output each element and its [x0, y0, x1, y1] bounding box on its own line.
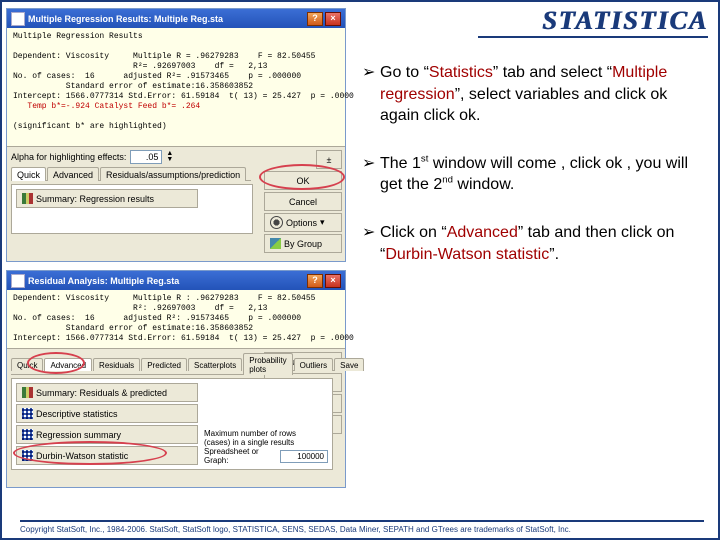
stats-output: Dependent: Viscosity Multiple R : .96279…	[7, 290, 345, 349]
bullet-text: Click on “Advanced” tab and then click o…	[380, 222, 708, 265]
tabs-row: Quick Advanced Residuals Predicted Scatt…	[11, 352, 331, 375]
tab-predicted[interactable]: Predicted	[141, 358, 187, 371]
alpha-label: Alpha for highlighting effects:	[11, 152, 126, 162]
stats-note: (significant b* are highlighted)	[13, 122, 167, 131]
copyright: Copyright StatSoft, Inc., 1984-2006. Sta…	[20, 520, 704, 534]
bullet-text: Go to “Statistics” tab and select “Multi…	[380, 62, 708, 127]
logo: STATISTICA	[542, 6, 708, 36]
bullet-2: ➢ The 1st window will come , click ok , …	[362, 153, 708, 196]
help-button[interactable]: ?	[307, 274, 323, 288]
grid-icon	[22, 450, 33, 461]
bullet-icon: ➢	[362, 222, 380, 265]
tabs-row: Quick Advanced Residuals/assumptions/pre…	[11, 166, 251, 181]
options-button[interactable]: Options ▾	[264, 213, 342, 232]
bullet-icon: ➢	[362, 62, 380, 127]
tab-quick[interactable]: Quick	[11, 358, 43, 371]
tab-residuals[interactable]: Residuals	[93, 358, 140, 371]
grid-icon	[22, 429, 33, 440]
help-button[interactable]: ?	[307, 12, 323, 26]
ok-button[interactable]: OK	[264, 171, 342, 190]
significant-line: Temp b*=-.924 Catalyst Feed b*= .264	[13, 102, 200, 111]
regression-summary-button[interactable]: Regression summary	[16, 425, 198, 444]
by-group-button[interactable]: By Group	[264, 234, 342, 253]
stats-icon	[22, 193, 33, 204]
close-button[interactable]: ×	[325, 12, 341, 26]
tab-content: Summary: Residuals & predicted Descripti…	[11, 378, 333, 470]
tab-advanced[interactable]: Advanced	[44, 358, 92, 371]
max-rows-input[interactable]: 100000	[280, 450, 328, 463]
max-rows-label: Spreadsheet or Graph:	[204, 447, 277, 465]
alpha-spinner[interactable]: ▲▼	[166, 151, 173, 163]
close-button[interactable]: ×	[325, 274, 341, 288]
tab-outliers[interactable]: Outliers	[294, 358, 334, 371]
tab-quick[interactable]: Quick	[11, 167, 46, 181]
slide: STATISTICA Multiple Regression Results: …	[0, 0, 720, 540]
tab-save[interactable]: Save	[334, 358, 364, 371]
app-icon	[11, 12, 25, 26]
summary-results-button[interactable]: Summary: Regression results	[16, 189, 198, 208]
tab-advanced[interactable]: Advanced	[47, 167, 99, 181]
stats-output: Multiple Regression Results Dependent: V…	[7, 28, 345, 147]
summary-residuals-button[interactable]: Summary: Residuals & predicted	[16, 383, 198, 402]
window-regression-results: Multiple Regression Results: Multiple Re…	[6, 8, 346, 262]
cancel-button[interactable]: Cancel	[264, 192, 342, 211]
bullet-1: ➢ Go to “Statistics” tab and select “Mul…	[362, 62, 708, 127]
logo-underline	[478, 36, 708, 38]
max-rows-label: (cases) in a single results	[204, 438, 328, 447]
left-screenshots-column: Multiple Regression Results: Multiple Re…	[6, 8, 346, 496]
bullet-text: The 1st window will come , click ok , yo…	[380, 153, 708, 196]
titlebar: Residual Analysis: Multiple Reg.sta ? ×	[7, 271, 345, 290]
app-icon	[11, 274, 25, 288]
stats-text: Multiple Regression Results Dependent: V…	[13, 32, 354, 101]
instructions: ➢ Go to “Statistics” tab and select “Mul…	[362, 62, 708, 291]
tab-scatter[interactable]: Scatterplots	[188, 358, 242, 371]
titlebar: Multiple Regression Results: Multiple Re…	[7, 9, 345, 28]
bullet-3: ➢ Click on “Advanced” tab and then click…	[362, 222, 708, 265]
group-icon	[270, 238, 281, 249]
window-residual-analysis: Residual Analysis: Multiple Reg.sta ? × …	[6, 270, 346, 488]
tab-prob[interactable]: Probability plots	[243, 353, 292, 375]
gear-icon	[270, 216, 283, 229]
alpha-input[interactable]: .05	[130, 150, 162, 164]
tab-content: Summary: Regression results	[11, 184, 253, 234]
window-title: Multiple Regression Results: Multiple Re…	[28, 14, 305, 24]
descriptive-stats-button[interactable]: Descriptive statistics	[16, 404, 198, 423]
tab-residuals[interactable]: Residuals/assumptions/prediction	[100, 167, 246, 181]
max-rows-label: Maximum number of rows	[204, 429, 328, 438]
window-title: Residual Analysis: Multiple Reg.sta	[28, 276, 305, 286]
summary-toggle-button[interactable]: ±	[316, 150, 342, 169]
side-button-column: ± OK Cancel Options ▾ By Group	[264, 150, 342, 253]
durbin-watson-button[interactable]: Durbin-Watson statistic	[16, 446, 198, 465]
grid-icon	[22, 408, 33, 419]
stats-icon	[22, 387, 33, 398]
bullet-icon: ➢	[362, 153, 380, 196]
